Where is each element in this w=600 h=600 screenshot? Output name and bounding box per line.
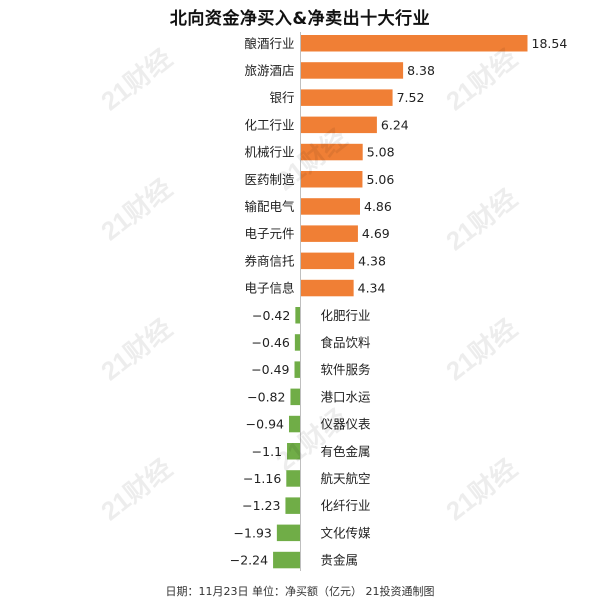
bar-13 (294, 361, 301, 378)
category-label-13: 软件服务 (321, 362, 371, 377)
value-label-9: 4.38 (358, 253, 386, 268)
bar-20 (273, 551, 301, 569)
category-label-6: 医药制造 (244, 172, 295, 187)
category-label-1: 酿酒行业 (244, 36, 294, 51)
bar-19 (276, 524, 301, 542)
category-label-15: 仪器仪表 (321, 417, 372, 432)
bar-11 (295, 307, 301, 324)
category-label-19: 文化传媒 (321, 525, 372, 540)
category-label-4: 化工行业 (244, 117, 294, 132)
value-label-19: −1.93 (234, 525, 272, 540)
bar-5 (300, 143, 363, 161)
bar-4 (300, 116, 377, 134)
bar-15 (288, 415, 301, 433)
bar-3 (300, 89, 393, 106)
value-label-4: 6.24 (381, 117, 409, 132)
category-label-14: 港口水运 (321, 389, 372, 404)
value-label-11: −0.42 (252, 308, 290, 323)
value-label-5: 5.08 (367, 145, 395, 160)
category-label-18: 化纤行业 (321, 498, 371, 513)
value-label-17: −1.16 (243, 471, 281, 486)
category-label-5: 机械行业 (244, 145, 294, 160)
category-label-3: 银行 (269, 90, 294, 105)
value-label-15: −0.94 (246, 417, 284, 432)
value-label-7: 4.86 (364, 199, 392, 214)
value-label-2: 8.38 (407, 63, 435, 78)
value-label-14: −0.82 (247, 389, 285, 404)
value-label-3: 7.52 (397, 90, 425, 105)
category-label-9: 券商信托 (244, 253, 294, 268)
bar-6 (300, 171, 363, 188)
category-label-11: 化肥行业 (321, 308, 371, 323)
value-label-10: 4.34 (358, 281, 386, 296)
value-label-16: −1.1 (252, 444, 282, 459)
value-label-13: −0.49 (251, 362, 289, 377)
value-label-18: −1.23 (242, 498, 280, 513)
bar-2 (300, 62, 404, 79)
chart-footer: 日期：11月23日 单位：净买额（亿元） 21投资通制图 (165, 585, 435, 598)
chart-title: 北向资金净买入&净卖出十大行业 (169, 9, 431, 29)
value-label-8: 4.69 (362, 226, 390, 241)
bar-7 (300, 198, 361, 215)
bar-18 (285, 497, 301, 514)
bar-16 (287, 443, 301, 460)
bar-17 (286, 470, 301, 487)
category-label-8: 电子元件 (244, 226, 294, 241)
value-label-6: 5.06 (366, 172, 394, 187)
value-label-12: −0.46 (252, 335, 290, 350)
bar-9 (300, 252, 355, 270)
bar-1 (300, 35, 528, 52)
bar-10 (300, 279, 354, 297)
bar-12 (294, 334, 301, 351)
value-label-20: −2.24 (230, 553, 268, 568)
bar-14 (290, 388, 301, 406)
value-label-1: 18.54 (532, 36, 568, 51)
category-label-7: 输配电气 (244, 199, 295, 214)
category-label-10: 电子信息 (244, 281, 294, 296)
bar-8 (300, 225, 358, 242)
category-label-17: 航天航空 (321, 471, 371, 486)
category-label-12: 食品饮料 (321, 335, 372, 350)
category-label-16: 有色金属 (321, 444, 371, 459)
category-label-2: 旅游酒店 (244, 63, 294, 78)
category-label-20: 贵金属 (321, 553, 359, 568)
